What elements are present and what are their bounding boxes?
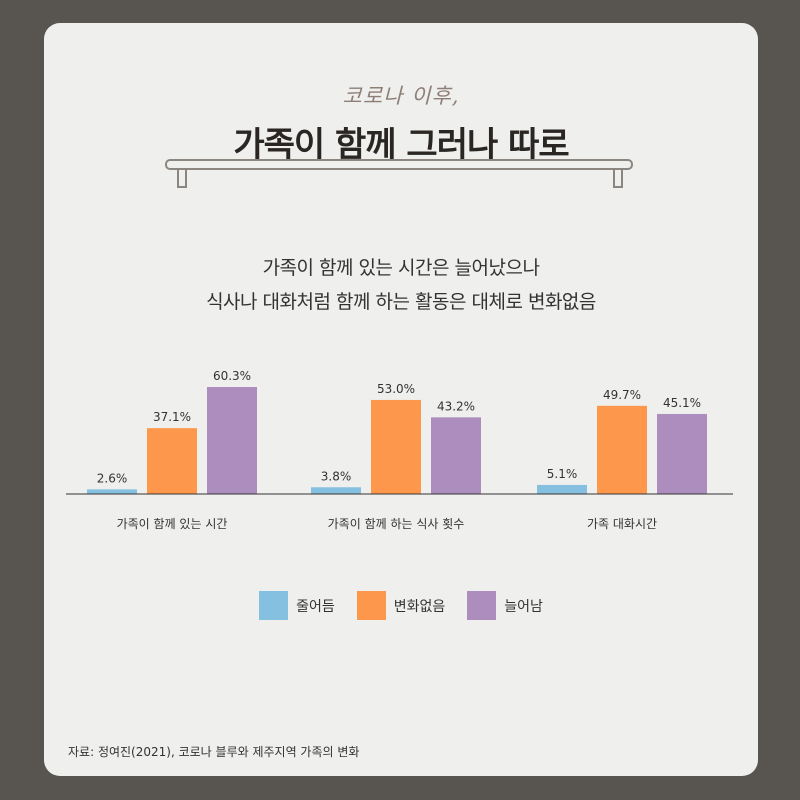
bar-chart: 2.6% 37.1% 60.3% 가족이 함께 있는 시간 3.8% 53.0% 43.2%… bbox=[66, 369, 733, 531]
subtitle-line-1: 가족이 함께 있는 시간은 늘어났으나 bbox=[262, 257, 540, 279]
legend-swatch bbox=[356, 591, 386, 620]
card: 코로나 이후, 가족이 함께 그러나 따로 가족이 함께 있는 시간은 늘어났으… bbox=[44, 23, 758, 776]
legend-item-increased: 늘어남 bbox=[467, 591, 543, 620]
subtitle-line-2: 식사나 대화처럼 함께 하는 활동은 대체로 변화없음 bbox=[206, 291, 596, 313]
data-label: 5.1% bbox=[547, 467, 578, 481]
legend: 줄어듬 변화없음 늘어남 bbox=[44, 591, 758, 620]
category-label: 가족이 함께 있는 시간 bbox=[117, 517, 228, 531]
data-label: 2.6% bbox=[97, 471, 128, 485]
data-label: 45.1% bbox=[663, 396, 701, 410]
data-label: 37.1% bbox=[153, 410, 191, 424]
legend-item-no-change: 변화없음 bbox=[356, 591, 446, 620]
subtitle: 가족이 함께 있는 시간은 늘어났으나 식사나 대화처럼 함께 하는 활동은 대… bbox=[44, 251, 758, 319]
data-label: 43.2% bbox=[437, 399, 475, 413]
legend-label: 줄어듬 bbox=[296, 598, 335, 615]
data-label: 3.8% bbox=[321, 469, 352, 483]
bar bbox=[537, 484, 587, 494]
bar bbox=[431, 417, 481, 494]
legend-swatch bbox=[467, 591, 497, 620]
page-title: 가족이 함께 그러나 따로 bbox=[233, 125, 569, 165]
legend-item-decreased: 줄어듬 bbox=[259, 591, 335, 620]
legend-label: 변화없음 bbox=[393, 598, 446, 615]
bar bbox=[87, 489, 137, 494]
legend-swatch bbox=[259, 591, 289, 620]
category-label: 가족 대화시간 bbox=[587, 517, 657, 531]
category-label: 가족이 함께 하는 식사 횟수 bbox=[328, 517, 465, 531]
data-label: 53.0% bbox=[377, 382, 415, 396]
source-note: 자료: 정여진(2021), 코로나 블루와 제주지역 가족의 변화 bbox=[68, 745, 360, 759]
data-label: 49.7% bbox=[603, 388, 641, 402]
bar bbox=[207, 387, 257, 494]
bar bbox=[147, 428, 197, 494]
bar bbox=[657, 413, 707, 494]
kicker: 코로나 이후, bbox=[342, 84, 460, 108]
shelf-illustration bbox=[165, 159, 633, 188]
bar bbox=[597, 405, 647, 494]
bar bbox=[311, 487, 361, 494]
bar bbox=[371, 399, 421, 494]
data-label: 60.3% bbox=[213, 369, 251, 383]
legend-label: 늘어남 bbox=[504, 598, 543, 615]
